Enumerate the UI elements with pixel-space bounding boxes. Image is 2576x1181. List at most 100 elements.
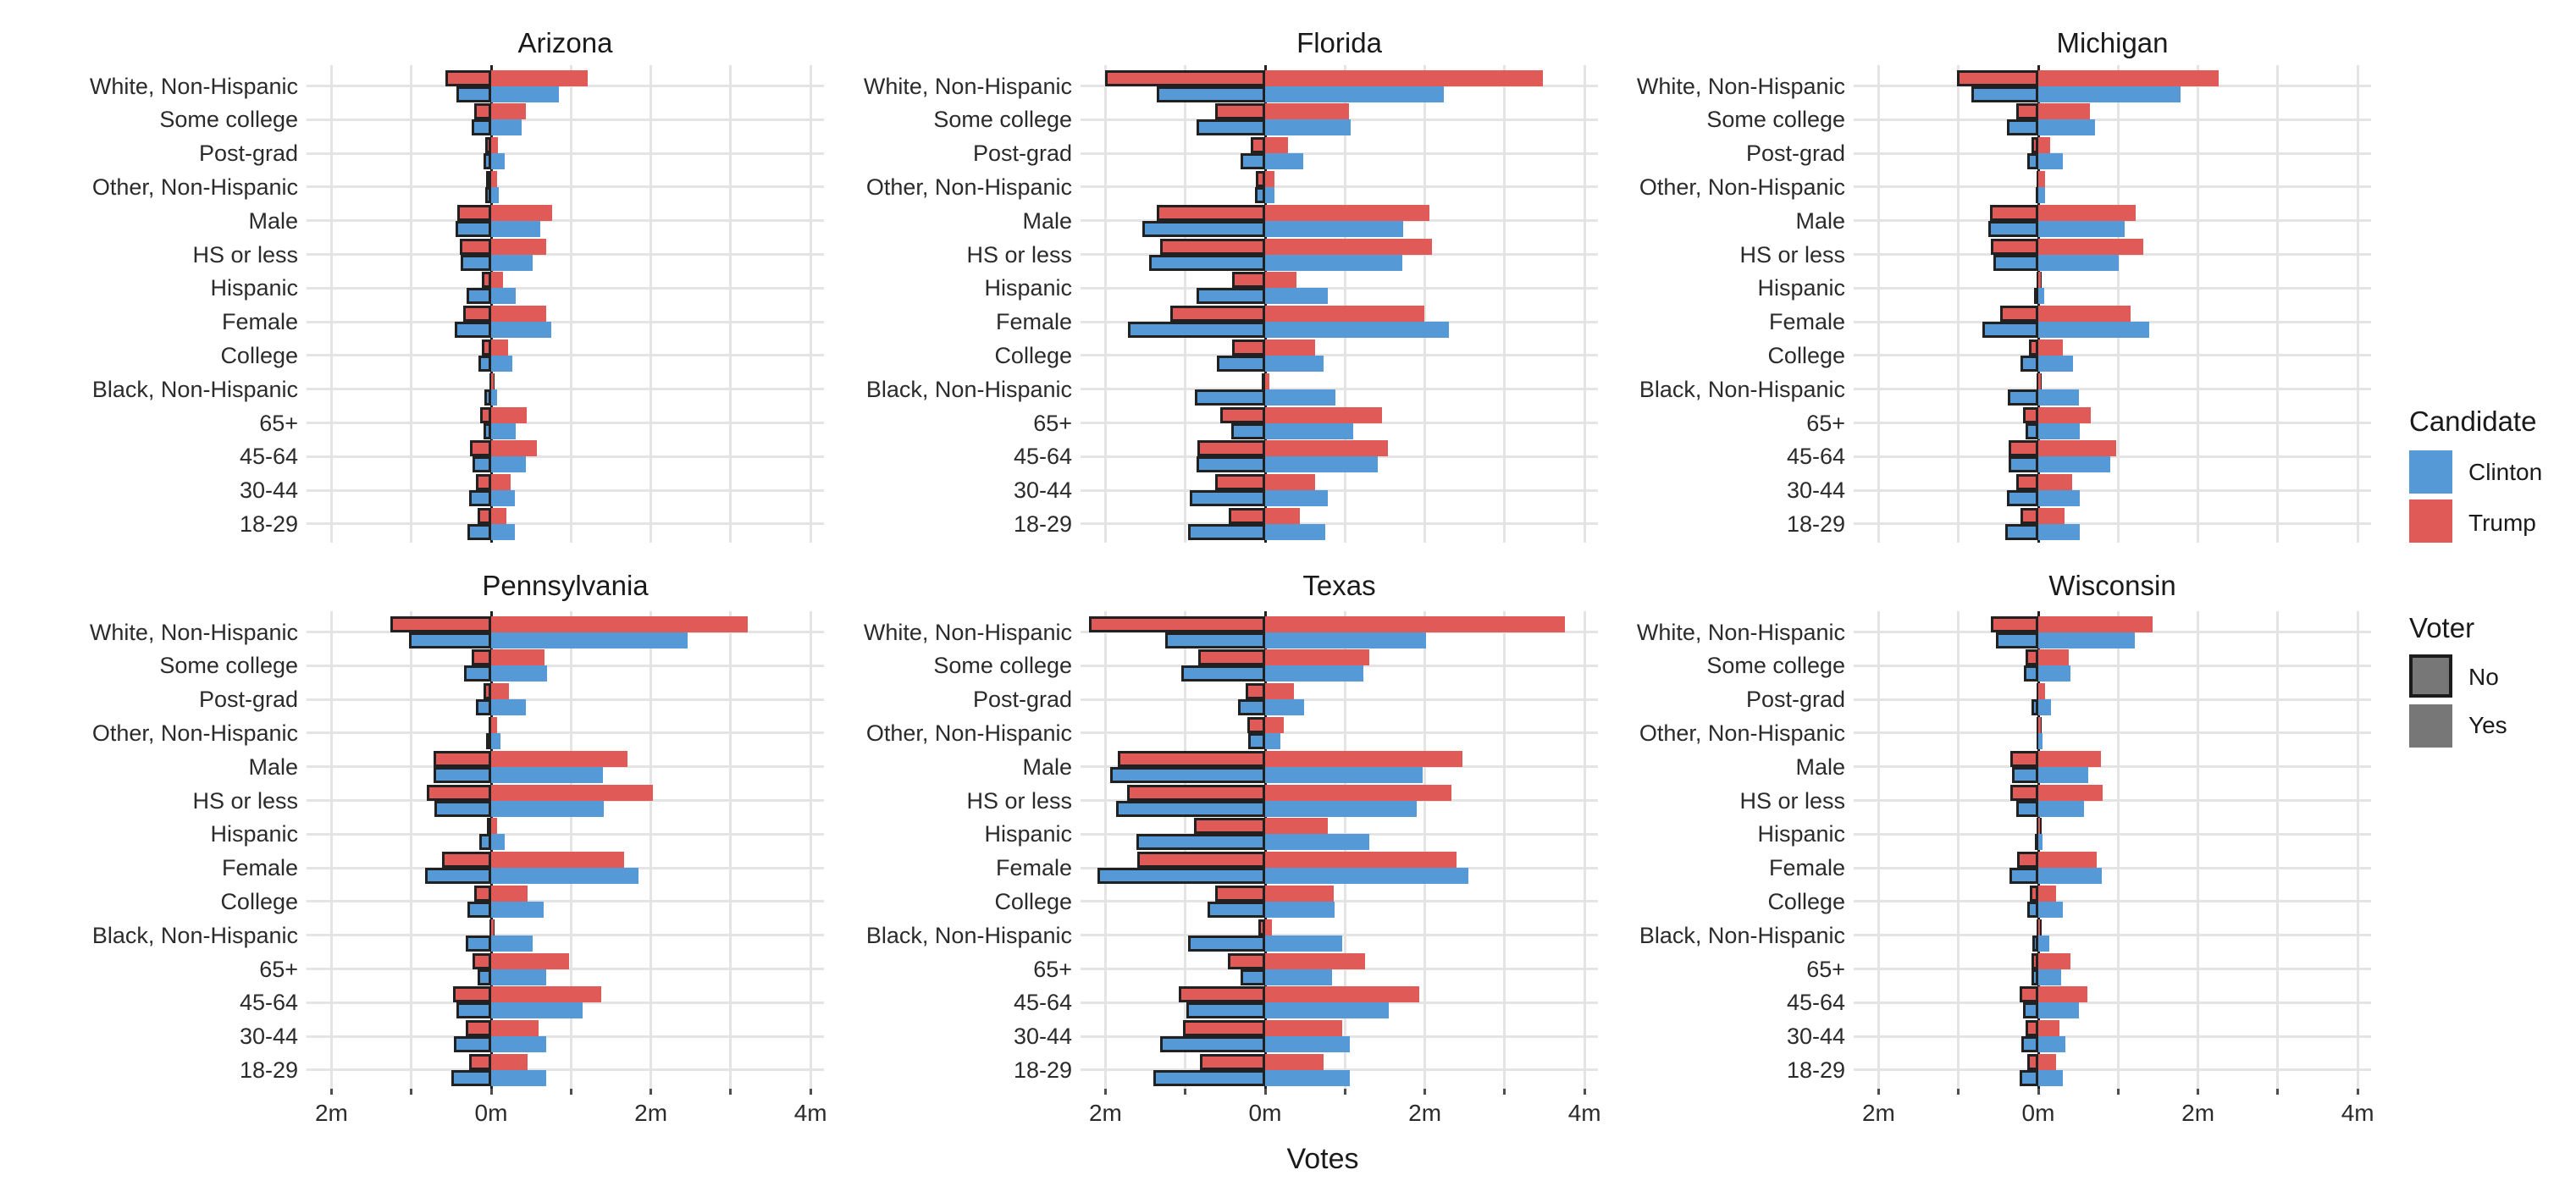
x-tick-mark <box>1423 1089 1427 1095</box>
bar-trump-yes <box>1265 1053 1324 1070</box>
bar-clinton-no <box>1153 1069 1265 1086</box>
bar-trump-no <box>2020 507 2038 524</box>
bar-clinton-no <box>1127 322 1265 339</box>
x-tick-label: 2m <box>634 1100 668 1126</box>
category-label: 18-29 <box>239 510 298 537</box>
bar-clinton-no <box>2008 389 2038 406</box>
bar-trump-yes <box>1265 339 1316 356</box>
bar-clinton-no <box>1996 632 2038 648</box>
category-label: College <box>1767 342 1845 368</box>
bar-clinton-yes <box>491 523 516 540</box>
bar-clinton-yes <box>1265 119 1351 136</box>
bar-clinton-yes <box>2038 322 2150 339</box>
bar-clinton-no <box>2026 153 2038 170</box>
gridline-horizontal <box>1854 1035 2371 1038</box>
bar-clinton-yes <box>491 119 522 136</box>
bar-clinton-no <box>2020 355 2038 372</box>
bar-trump-no <box>1227 952 1265 969</box>
x-tick-label: 0m <box>1248 1100 1282 1126</box>
category-label: 30-44 <box>1013 477 1072 504</box>
bar-trump-no <box>1179 986 1265 1003</box>
gridline-horizontal <box>307 354 824 357</box>
bar-clinton-yes <box>491 355 512 372</box>
category-label: Hispanic <box>984 275 1072 301</box>
bar-trump-no <box>1118 750 1265 767</box>
category-label: College <box>220 342 298 368</box>
bar-trump-no <box>1156 204 1265 221</box>
bar-clinton-no <box>2020 1069 2038 1086</box>
bar-clinton-yes <box>1265 935 1342 952</box>
x-tick-mark <box>1957 1089 1960 1095</box>
gridline-horizontal <box>1081 731 1598 735</box>
bar-clinton-no <box>456 86 491 102</box>
bar-clinton-no <box>483 153 491 170</box>
category-label: 18-29 <box>1013 510 1072 537</box>
category-label: Hispanic <box>210 821 298 847</box>
bar-clinton-no <box>476 699 491 716</box>
bar-trump-no <box>1990 204 2038 221</box>
bar-clinton-yes <box>491 901 544 918</box>
bar-trump-no <box>2020 986 2038 1003</box>
bar-clinton-yes <box>491 186 500 203</box>
bar-trump-yes <box>2038 170 2045 187</box>
category-label: 45-64 <box>239 444 298 470</box>
category-label: Hispanic <box>984 821 1072 847</box>
gridline-horizontal <box>307 320 824 323</box>
legend-swatch-voter-no <box>2409 654 2452 698</box>
bar-trump-no <box>2023 406 2038 423</box>
category-label: Male <box>248 753 298 780</box>
bar-trump-yes <box>2038 238 2143 255</box>
bar-trump-no <box>485 137 491 154</box>
gridline-horizontal <box>307 118 824 121</box>
bar-clinton-no <box>1187 523 1265 540</box>
bar-trump-yes <box>2038 204 2137 221</box>
bar-trump-yes <box>1265 986 1419 1003</box>
bar-clinton-no <box>434 800 491 817</box>
bar-trump-yes <box>491 919 494 935</box>
x-tick-mark <box>1184 1089 1187 1095</box>
bar-clinton-no <box>1982 322 2038 339</box>
gridline-horizontal <box>307 185 824 189</box>
bar-clinton-yes <box>1265 632 1427 648</box>
gridline-horizontal <box>1854 832 2371 836</box>
bar-clinton-no <box>2021 1036 2038 1053</box>
bar-clinton-no <box>1159 1036 1265 1053</box>
category-label: Female <box>221 309 298 335</box>
x-tick-label: 2m <box>314 1100 348 1126</box>
bar-clinton-no <box>486 732 492 749</box>
bar-trump-no <box>2009 440 2038 457</box>
bar-clinton-no <box>483 422 491 439</box>
bar-trump-no <box>1088 615 1265 632</box>
facet-panel-michigan <box>1854 65 2371 543</box>
category-label: Post-grad <box>972 687 1072 713</box>
bar-trump-yes <box>491 69 589 86</box>
bar-clinton-no <box>2034 288 2040 305</box>
bar-trump-no <box>1258 919 1265 935</box>
bar-clinton-no <box>465 935 491 952</box>
bar-trump-yes <box>2038 103 2091 120</box>
x-axis-title: Votes <box>1286 1143 1359 1175</box>
bar-clinton-no <box>2009 456 2038 473</box>
bar-clinton-yes <box>1265 86 1445 102</box>
gridline-vertical <box>569 65 572 543</box>
bar-trump-yes <box>1265 204 1430 221</box>
bar-clinton-yes <box>491 868 638 885</box>
category-label: Other, Non-Hispanic <box>91 174 298 200</box>
bar-clinton-yes <box>1265 523 1325 540</box>
gridline-horizontal <box>1081 286 1598 290</box>
gridline-vertical <box>1583 611 1586 1089</box>
bar-trump-no <box>460 238 491 255</box>
category-label: 45-64 <box>1786 444 1845 470</box>
bar-trump-no <box>1956 69 2038 86</box>
gridline-horizontal <box>307 85 824 87</box>
bar-clinton-no <box>1237 699 1265 716</box>
bar-trump-no <box>2031 952 2038 969</box>
bar-trump-yes <box>491 339 508 356</box>
bar-clinton-yes <box>1265 1036 1350 1053</box>
bar-trump-no <box>390 615 491 632</box>
gridline-vertical <box>1503 65 1506 543</box>
gridline-horizontal <box>1854 1068 2371 1072</box>
gridline-horizontal <box>1854 152 2371 155</box>
category-label: Male <box>1022 753 1072 780</box>
bar-clinton-no <box>2007 490 2038 507</box>
